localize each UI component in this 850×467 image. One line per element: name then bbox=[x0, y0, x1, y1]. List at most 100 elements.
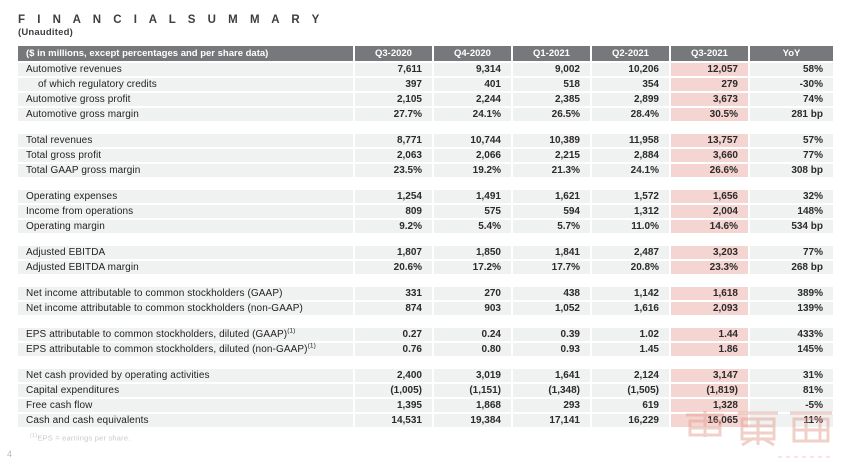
row-label: Free cash flow bbox=[18, 399, 355, 414]
value-q1-2021: 1,052 bbox=[513, 302, 592, 317]
value-q3-2021: 13,757 bbox=[671, 134, 750, 149]
value-yoy: 77% bbox=[750, 246, 833, 261]
row-label: EPS attributable to common stockholders,… bbox=[18, 328, 355, 343]
table-row: Total gross profit 2,063 2,066 2,215 2,884 3,… bbox=[18, 149, 833, 164]
value-q4-2020: 24.1% bbox=[434, 108, 513, 123]
value-q1-2021: 0.39 bbox=[513, 328, 592, 343]
table-row: Total revenues 8,771 10,744 10,389 11,958 13,… bbox=[18, 134, 833, 149]
table-row: of which regulatory credits 397 401 518 354 2… bbox=[18, 78, 833, 93]
value-q2-2021: 10,206 bbox=[592, 63, 671, 78]
value-q2-2021: 1,312 bbox=[592, 205, 671, 220]
value-q3-2020: 2,105 bbox=[355, 93, 434, 108]
value-q4-2020: 10,744 bbox=[434, 134, 513, 149]
value-q3-2021: 279 bbox=[671, 78, 750, 93]
row-label: Adjusted EBITDA margin bbox=[18, 261, 355, 276]
value-q3-2021: 2,004 bbox=[671, 205, 750, 220]
value-q2-2021: 11.0% bbox=[592, 220, 671, 235]
value-q2-2021: 2,124 bbox=[592, 369, 671, 384]
row-label: Total revenues bbox=[18, 134, 355, 149]
table-row: Automotive revenues 7,611 9,314 9,002 10,206… bbox=[18, 63, 833, 78]
value-yoy: 308 bp bbox=[750, 164, 833, 179]
value-q3-2020: 331 bbox=[355, 287, 434, 302]
value-q1-2021: 1,641 bbox=[513, 369, 592, 384]
table-header-row: ($ in millions, except percentages and p… bbox=[18, 46, 833, 63]
value-q1-2021: 293 bbox=[513, 399, 592, 414]
value-q3-2020: 0.27 bbox=[355, 328, 434, 343]
value-q3-2021: 26.6% bbox=[671, 164, 750, 179]
value-q3-2021: 12,057 bbox=[671, 63, 750, 78]
section-gap bbox=[18, 317, 833, 328]
financial-summary-table: ($ in millions, except percentages and p… bbox=[18, 46, 833, 429]
row-label: EPS attributable to common stockholders,… bbox=[18, 343, 355, 358]
value-q3-2020: 9.2% bbox=[355, 220, 434, 235]
value-q3-2020: 397 bbox=[355, 78, 434, 93]
value-q3-2020: 0.76 bbox=[355, 343, 434, 358]
value-q4-2020: (1,151) bbox=[434, 384, 513, 399]
value-q1-2021: 438 bbox=[513, 287, 592, 302]
value-q2-2021: 2,487 bbox=[592, 246, 671, 261]
value-q1-2021: 10,389 bbox=[513, 134, 592, 149]
section-gap bbox=[18, 358, 833, 369]
value-q3-2021: 14.6% bbox=[671, 220, 750, 235]
value-q2-2021: 2,899 bbox=[592, 93, 671, 108]
row-label-superscript: (1) bbox=[287, 328, 296, 335]
value-q3-2021: 3,203 bbox=[671, 246, 750, 261]
value-q1-2021: 518 bbox=[513, 78, 592, 93]
column-header-q4-2020: Q4-2020 bbox=[434, 46, 513, 63]
row-label: Automotive revenues bbox=[18, 63, 355, 78]
table-row: Net cash provided by operating activitie… bbox=[18, 369, 833, 384]
value-q3-2021: 3,660 bbox=[671, 149, 750, 164]
value-q2-2021: 1,616 bbox=[592, 302, 671, 317]
value-q1-2021: 0.93 bbox=[513, 343, 592, 358]
table-row: Free cash flow 1,395 1,868 293 619 1,328 -5% bbox=[18, 399, 833, 414]
row-label: Net cash provided by operating activitie… bbox=[18, 369, 355, 384]
table-row: Operating expenses 1,254 1,491 1,621 1,572 1,… bbox=[18, 190, 833, 205]
value-yoy: 31% bbox=[750, 369, 833, 384]
value-q4-2020: 2,244 bbox=[434, 93, 513, 108]
value-q3-2020: 809 bbox=[355, 205, 434, 220]
value-q2-2021: 354 bbox=[592, 78, 671, 93]
table-row: Net income attributable to common stockh… bbox=[18, 302, 833, 317]
value-q3-2021: 23.3% bbox=[671, 261, 750, 276]
value-q2-2021: 1,142 bbox=[592, 287, 671, 302]
row-label: Automotive gross profit bbox=[18, 93, 355, 108]
value-q3-2021: 1.86 bbox=[671, 343, 750, 358]
row-label: Net income attributable to common stockh… bbox=[18, 302, 355, 317]
value-q1-2021: 594 bbox=[513, 205, 592, 220]
value-q1-2021: 26.5% bbox=[513, 108, 592, 123]
value-q2-2021: (1,505) bbox=[592, 384, 671, 399]
value-q3-2021: 1,328 bbox=[671, 399, 750, 414]
value-q3-2020: 23.5% bbox=[355, 164, 434, 179]
value-q1-2021: 21.3% bbox=[513, 164, 592, 179]
value-q1-2021: 1,841 bbox=[513, 246, 592, 261]
value-q4-2020: 575 bbox=[434, 205, 513, 220]
value-yoy: 77% bbox=[750, 149, 833, 164]
table-row: EPS attributable to common stockholders,… bbox=[18, 343, 833, 358]
value-q1-2021: 17,141 bbox=[513, 414, 592, 429]
value-yoy: 81% bbox=[750, 384, 833, 399]
value-yoy: 32% bbox=[750, 190, 833, 205]
value-q1-2021: 9,002 bbox=[513, 63, 592, 78]
row-label: Adjusted EBITDA bbox=[18, 246, 355, 261]
row-label: Income from operations bbox=[18, 205, 355, 220]
value-q1-2021: (1,348) bbox=[513, 384, 592, 399]
table-row: Automotive gross profit 2,105 2,244 2,385 2,… bbox=[18, 93, 833, 108]
value-yoy: 57% bbox=[750, 134, 833, 149]
footnote-text: EPS = earnings per share. bbox=[37, 433, 131, 443]
page-number: 4 bbox=[7, 449, 13, 459]
value-q3-2020: 1,395 bbox=[355, 399, 434, 414]
value-q3-2021: 3,673 bbox=[671, 93, 750, 108]
value-q3-2020: 1,254 bbox=[355, 190, 434, 205]
value-q1-2021: 5.7% bbox=[513, 220, 592, 235]
column-header-q3-2021: Q3-2021 bbox=[671, 46, 750, 63]
table-row: Adjusted EBITDA margin 20.6% 17.2% 17.7% 20.… bbox=[18, 261, 833, 276]
value-yoy: 534 bp bbox=[750, 220, 833, 235]
value-q1-2021: 17.7% bbox=[513, 261, 592, 276]
value-q2-2021: 28.4% bbox=[592, 108, 671, 123]
table-row: Capital expenditures (1,005) (1,151) (1,348… bbox=[18, 384, 833, 399]
table-row: Operating margin 9.2% 5.4% 5.7% 11.0% 14.6% 53… bbox=[18, 220, 833, 235]
value-q2-2021: 2,884 bbox=[592, 149, 671, 164]
value-q2-2021: 1.02 bbox=[592, 328, 671, 343]
value-yoy: 58% bbox=[750, 63, 833, 78]
value-q4-2020: 19,384 bbox=[434, 414, 513, 429]
